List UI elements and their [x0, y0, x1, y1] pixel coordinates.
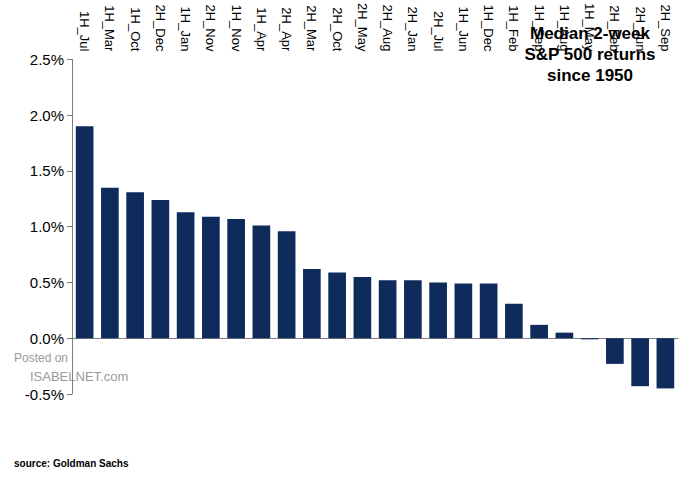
svg-text:1H_Mar: 1H_Mar — [102, 5, 117, 52]
svg-text:1H_Jan: 1H_Jan — [178, 7, 193, 52]
svg-text:2H_Oct: 2H_Oct — [330, 7, 345, 51]
svg-text:2.0%: 2.0% — [30, 107, 64, 124]
svg-text:2H_Sep: 2H_Sep — [658, 4, 673, 51]
svg-text:2.5%: 2.5% — [30, 51, 64, 68]
svg-text:1H_Oct: 1H_Oct — [128, 7, 143, 51]
svg-text:1H_Apr: 1H_Apr — [254, 7, 269, 52]
svg-text:2H_Mar: 2H_Mar — [304, 5, 319, 52]
svg-text:ISABELNET.com: ISABELNET.com — [30, 369, 128, 384]
svg-text:1H_Jun: 1H_Jun — [456, 7, 471, 52]
svg-text:S&P 500 returns: S&P 500 returns — [524, 45, 655, 64]
svg-text:1H_Feb: 1H_Feb — [506, 5, 521, 51]
svg-text:1.0%: 1.0% — [30, 218, 64, 235]
svg-text:1.5%: 1.5% — [30, 162, 64, 179]
svg-text:0.0%: 0.0% — [30, 330, 64, 347]
svg-text:2H_Nov: 2H_Nov — [203, 4, 218, 51]
svg-text:Median 2-week: Median 2-week — [530, 24, 651, 43]
svg-text:0.5%: 0.5% — [30, 274, 64, 291]
svg-text:since 1950: since 1950 — [547, 66, 633, 85]
svg-text:2H_Jul: 2H_Jul — [431, 11, 446, 52]
svg-text:1H_Dec: 1H_Dec — [481, 4, 496, 51]
svg-text:Posted on: Posted on — [14, 351, 68, 365]
svg-text:2H_Dec: 2H_Dec — [153, 4, 168, 51]
svg-text:2H_Aug: 2H_Aug — [380, 4, 395, 51]
svg-text:-0.5%: -0.5% — [25, 386, 64, 403]
svg-text:1H_Jul: 1H_Jul — [77, 11, 92, 52]
svg-text:1H_Nov: 1H_Nov — [229, 4, 244, 51]
svg-text:2H_May: 2H_May — [355, 3, 370, 52]
svg-text:2H_Jan: 2H_Jan — [405, 7, 420, 52]
svg-text:2H_Apr: 2H_Apr — [279, 7, 294, 52]
svg-text:source: Goldman Sachs: source: Goldman Sachs — [14, 458, 129, 469]
